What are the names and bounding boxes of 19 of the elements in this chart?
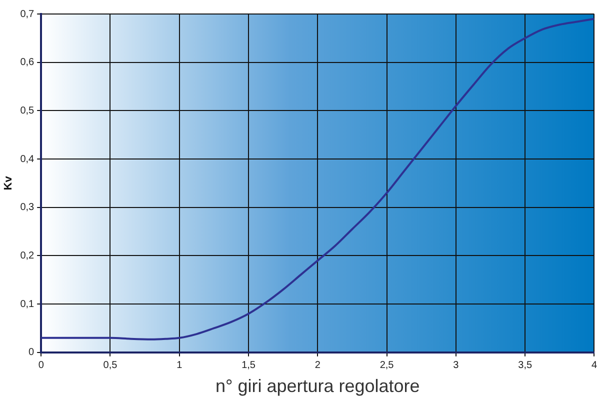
x-tick-label: 4	[591, 360, 598, 372]
y-tick-label: 0,7	[20, 8, 35, 20]
x-tick-label: 0	[38, 360, 44, 372]
x-tick-label: 0,5	[103, 360, 118, 372]
y-axis-title: Kv	[2, 175, 15, 190]
x-tick-label: 2	[314, 360, 321, 372]
x-tick-label: 1,5	[242, 360, 256, 372]
x-axis-title: n° giri apertura regolatore	[216, 376, 420, 396]
y-tick-label: 0,3	[20, 202, 35, 214]
y-tick-label: 0	[28, 347, 35, 358]
y-tick-label: 0,2	[20, 250, 35, 262]
y-tick-label: 0,5	[20, 105, 35, 116]
y-tick-label: 0,4	[20, 154, 35, 165]
x-tick-label: 3,5	[518, 360, 532, 372]
x-tick-label: 3	[453, 360, 460, 372]
y-tick-label: 0,6	[20, 57, 35, 68]
y-tick-label: 0,1	[20, 298, 35, 310]
x-tick-label: 1	[176, 360, 183, 372]
x-tick-label: 2,5	[380, 360, 394, 372]
